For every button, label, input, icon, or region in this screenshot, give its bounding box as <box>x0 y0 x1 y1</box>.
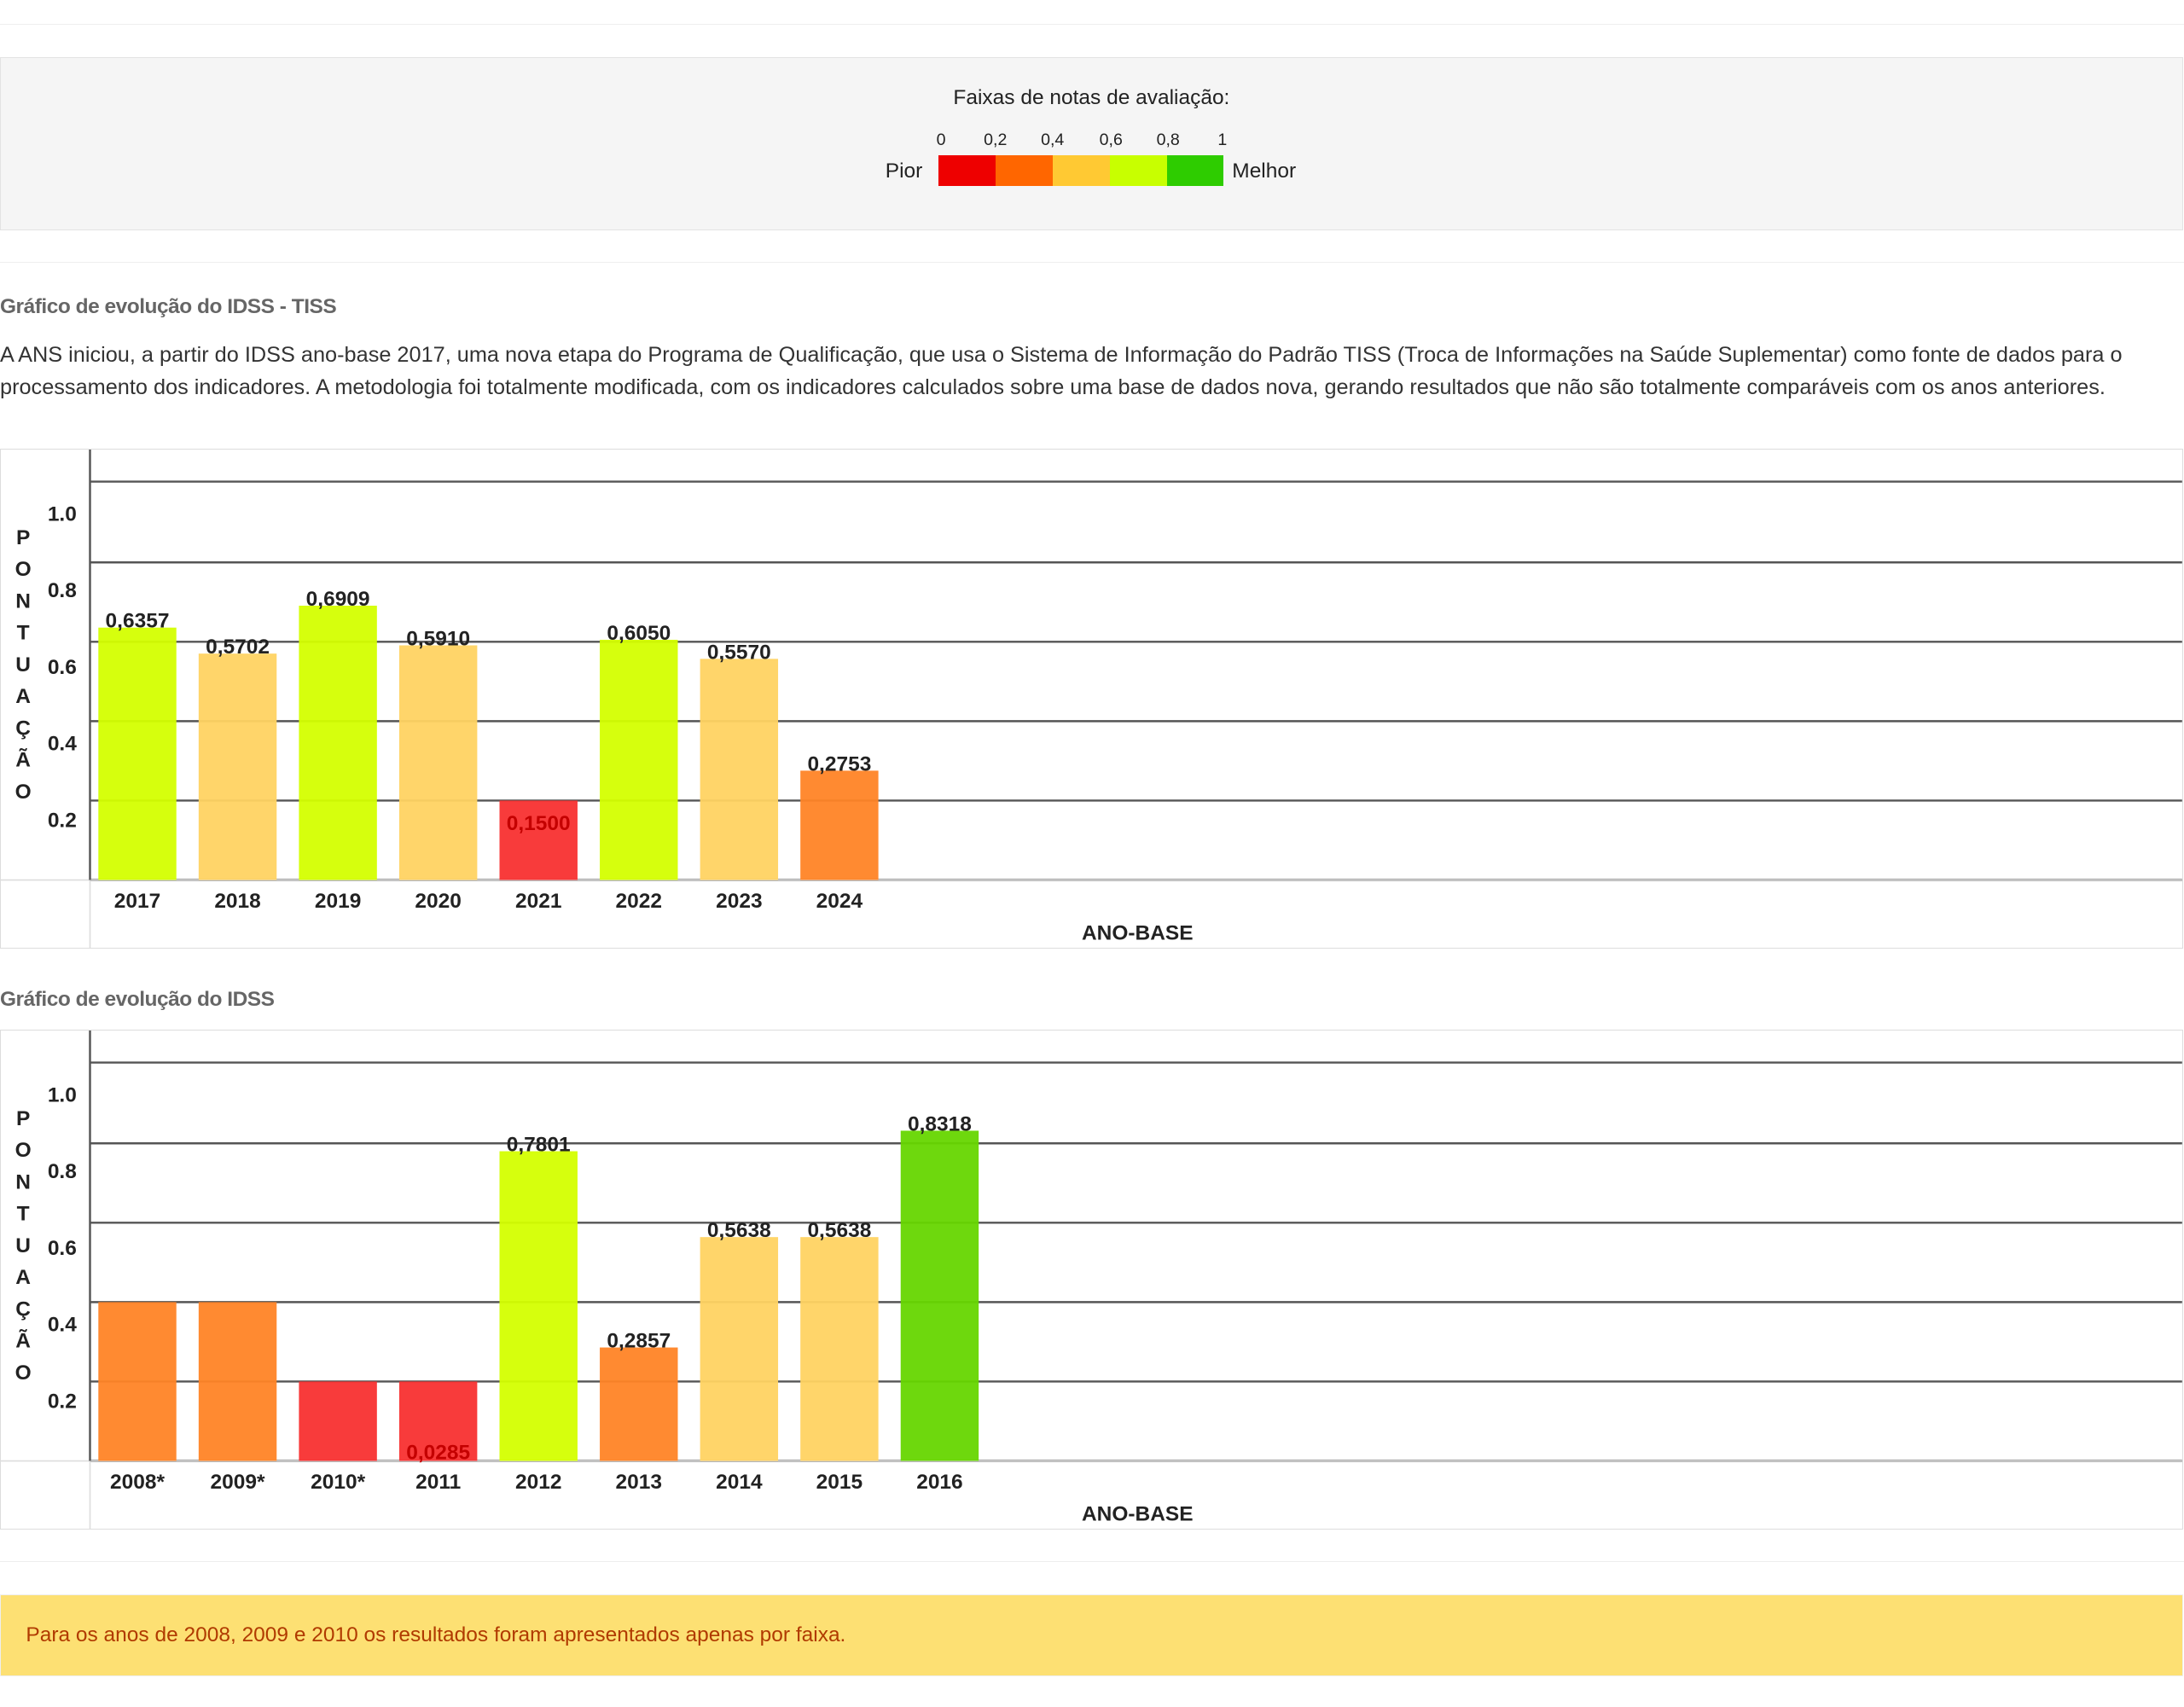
tiss-description: A ANS iniciou, a partir do IDSS ano-base… <box>0 343 2123 399</box>
bar-value-label: 0,5570 <box>707 641 771 664</box>
x-tick-label: 2011 <box>415 1471 461 1494</box>
legend-band-4 <box>1166 155 1224 187</box>
legend-tick: 0 <box>936 130 946 149</box>
legend-tick: 0,8 <box>1156 130 1180 149</box>
bar-2021 <box>499 800 578 880</box>
x-tick-label: 2016 <box>916 1471 962 1494</box>
y-tick-label: 1.0 <box>48 502 77 525</box>
x-axis-title: ANO-BASE <box>1082 921 1194 944</box>
bar-2015 <box>800 1236 879 1461</box>
bar-value-label: 0,2857 <box>607 1329 671 1352</box>
idss-chart-heading: Gráfico de evolução do IDSS <box>0 987 275 1011</box>
bar-2013 <box>600 1347 678 1461</box>
y-tick-label: 0.2 <box>48 1390 77 1413</box>
bar-2020 <box>398 645 478 880</box>
y-tick-label: 0.4 <box>48 1313 77 1336</box>
legend-band-1 <box>995 155 1053 187</box>
bar-2019 <box>299 605 377 880</box>
bar-2010* <box>299 1381 377 1461</box>
x-tick-label: 2021 <box>515 890 561 913</box>
bar-value-label: 0,6050 <box>607 622 671 645</box>
bar-value-label: 0,2753 <box>807 752 871 775</box>
info-note: Para os anos de 2008, 2009 e 2010 os res… <box>0 1594 2183 1676</box>
divider <box>0 1561 2184 1562</box>
x-tick-label: 2019 <box>315 890 361 913</box>
legend-band-2 <box>1052 155 1110 187</box>
bar-value-label: 0,1500 <box>507 812 571 835</box>
bar-2017 <box>98 627 177 880</box>
x-tick-label: 2023 <box>716 890 762 913</box>
y-tick-label: 0.4 <box>48 732 77 755</box>
x-tick-label: 2022 <box>616 890 662 913</box>
bar-value-label: 0,5910 <box>406 627 470 650</box>
bar-chart-svg: 1.0 0.8 0.6 0.4 0.2 P O N T U A Ç Ã O 0,6357 2017 0,5702… <box>1 449 2182 949</box>
bar-2008* <box>98 1301 177 1461</box>
x-tick-label: 2010* <box>311 1471 365 1494</box>
y-tick-label: 0.6 <box>48 1236 77 1259</box>
legend-worst-label: Pior <box>885 160 923 183</box>
bar-value-label: 0,8318 <box>908 1112 972 1135</box>
x-axis-title: ANO-BASE <box>1082 1502 1194 1525</box>
bar-chart-svg: 1.0 0.8 0.6 0.4 0.2 P O N T U A Ç Ã O 2008* 2009* 2010* 0… <box>1 1030 2182 1530</box>
bar-2012 <box>499 1151 578 1461</box>
legend-best-label: Melhor <box>1232 160 1297 183</box>
legend-title: Faixas de notas de avaliação: <box>953 85 1230 109</box>
x-tick-label: 2024 <box>816 890 863 913</box>
y-tick-label: 0.2 <box>48 809 77 832</box>
divider <box>0 23 2184 25</box>
info-note-text: Para os anos de 2008, 2009 e 2010 os res… <box>26 1623 846 1647</box>
bar-2022 <box>600 639 678 880</box>
legend-color-scale <box>938 155 1224 187</box>
x-tick-label: 2009* <box>211 1471 265 1494</box>
x-tick-label: 2020 <box>415 890 461 913</box>
bar-2023 <box>700 659 779 880</box>
bar-value-label: 0,6357 <box>106 609 170 632</box>
y-tick-label: 1.0 <box>48 1083 77 1106</box>
legend-tick: 0,2 <box>984 130 1008 149</box>
idss-tiss-chart: 1.0 0.8 0.6 0.4 0.2 P O N T U A Ç Ã O 0,6357 2017 0,5702… <box>0 448 2183 949</box>
bar-2014 <box>700 1236 779 1461</box>
x-tick-label: 2018 <box>214 890 260 913</box>
y-tick-label: 0.8 <box>48 579 77 602</box>
x-tick-label: 2012 <box>515 1471 561 1494</box>
x-tick-label: 2015 <box>816 1471 863 1494</box>
bar-value-label: 0,5638 <box>707 1219 771 1242</box>
bar-value-label: 0,5702 <box>206 636 270 659</box>
bar-value-label: 0,0285 <box>406 1441 470 1464</box>
x-tick-label: 2008* <box>110 1471 165 1494</box>
idss-chart: 1.0 0.8 0.6 0.4 0.2 P O N T U A Ç Ã O 2008* 2009* 2010* 0… <box>0 1029 2183 1530</box>
y-tick-label: 0.6 <box>48 656 77 679</box>
legend-tick: 1 <box>1217 130 1228 149</box>
rating-legend: Faixas de notas de avaliação: 0 0,2 0,4 … <box>0 56 2183 230</box>
legend-tick: 0,4 <box>1041 130 1065 149</box>
divider <box>0 261 2184 263</box>
bar-value-label: 0,6909 <box>306 588 370 611</box>
bar-value-label: 0,5638 <box>807 1219 871 1242</box>
legend-band-3 <box>1109 155 1167 187</box>
bar-value-label: 0,7801 <box>507 1133 571 1156</box>
legend-tick: 0,6 <box>1099 130 1123 149</box>
bar-2016 <box>900 1130 979 1461</box>
bar-2018 <box>198 653 277 880</box>
x-tick-label: 2013 <box>616 1471 662 1494</box>
bar-2009* <box>198 1301 277 1461</box>
x-tick-label: 2014 <box>716 1471 763 1494</box>
tiss-chart-heading: Gráfico de evolução do IDSS - TISS <box>0 295 337 319</box>
legend-band-0 <box>938 155 996 187</box>
bar-2024 <box>800 770 879 880</box>
x-tick-label: 2017 <box>114 890 160 913</box>
bar-2011 <box>398 1381 478 1461</box>
y-tick-label: 0.8 <box>48 1160 77 1183</box>
